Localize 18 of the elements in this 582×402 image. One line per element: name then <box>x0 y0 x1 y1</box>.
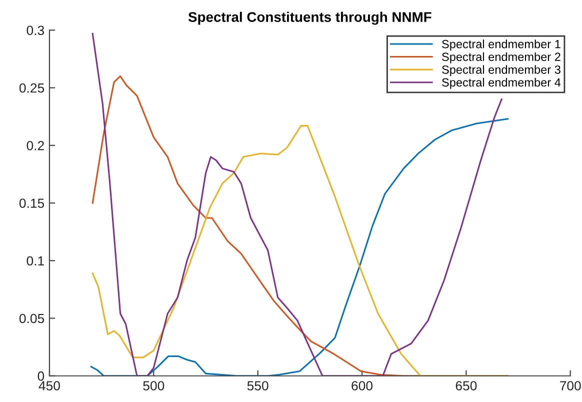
y-tick-label: 0.05 <box>19 314 44 324</box>
y-tick-label: 0.3 <box>26 26 44 36</box>
legend-label: Spectral endmember 4 <box>442 78 561 89</box>
y-tick-label: 0 <box>38 371 44 381</box>
legend-label: Spectral endmember 3 <box>442 65 560 76</box>
x-tick-label: 700 <box>560 381 581 390</box>
y-tick-label: 0.1 <box>26 256 44 266</box>
x-tick-label: 600 <box>352 381 372 390</box>
chart-title: Spectral Constituents through NNMF <box>188 12 432 25</box>
legend-label: Spectral endmember 1 <box>442 40 560 51</box>
y-tick-label: 0.15 <box>19 198 44 208</box>
y-tick-label: 0.25 <box>19 83 44 93</box>
x-tick-label: 650 <box>456 381 477 390</box>
x-tick-label: 450 <box>38 381 60 390</box>
legend-label: Spectral endmember 2 <box>442 52 560 64</box>
x-tick-label: 550 <box>247 381 268 390</box>
x-tick-label: 500 <box>143 381 164 390</box>
y-tick-label: 0.2 <box>26 140 44 150</box>
